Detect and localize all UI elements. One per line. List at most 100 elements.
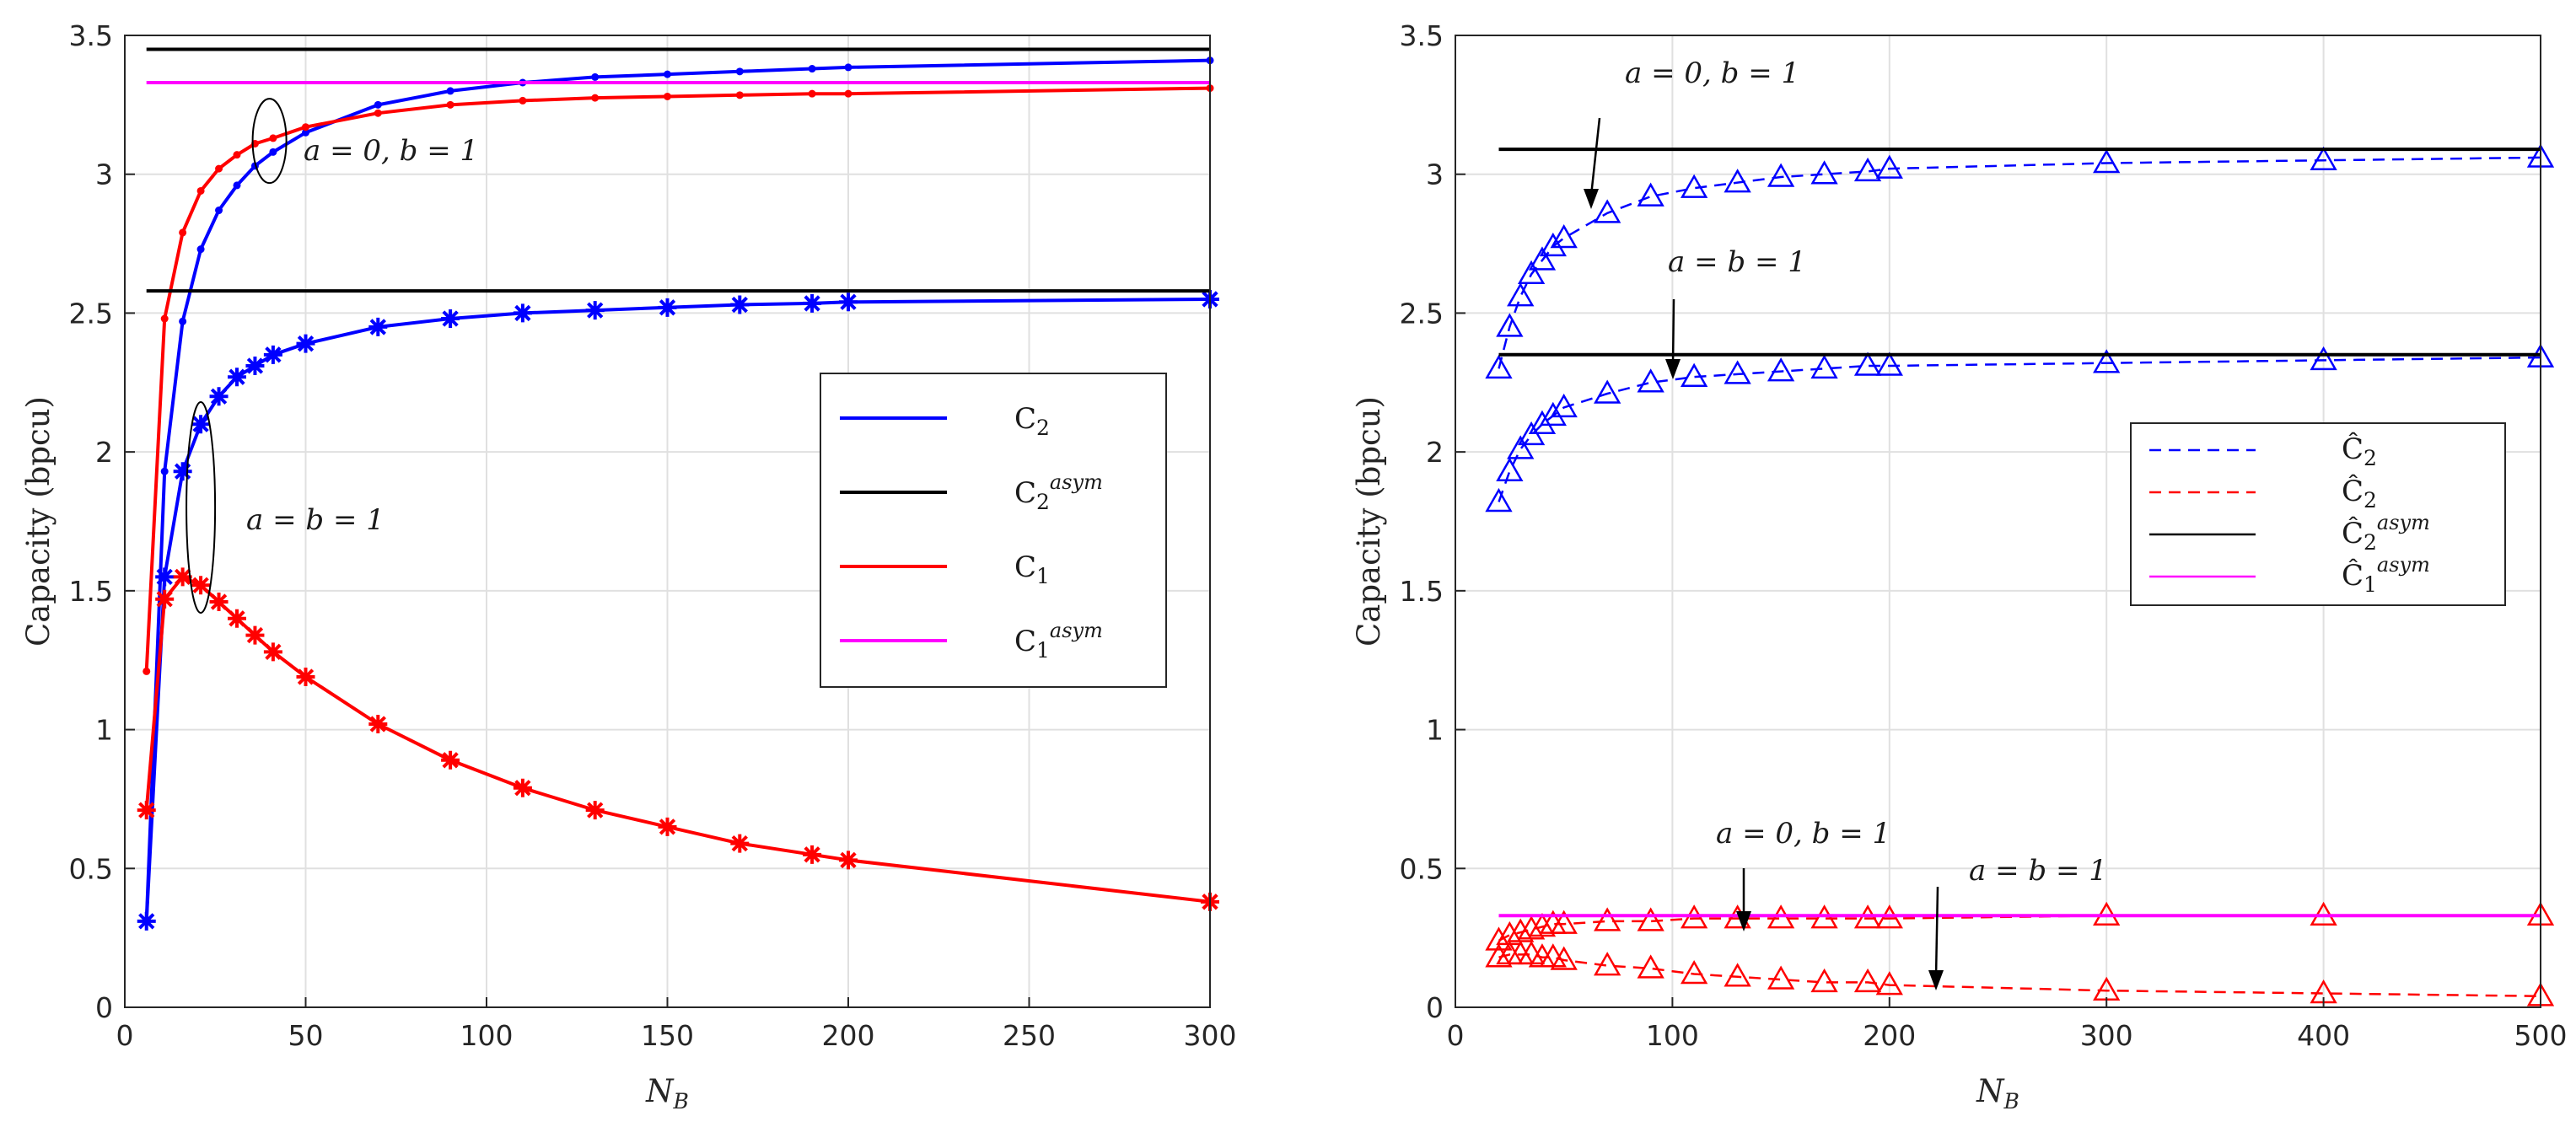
data-point: [664, 70, 671, 78]
annotation-arrowhead: [1665, 359, 1681, 379]
data-point: [215, 164, 223, 173]
y-axis-label: Capacity (bpcu): [1351, 396, 1387, 647]
legend-entry-2: C2asym: [840, 470, 1103, 514]
x-tick-label: 100: [1646, 1019, 1699, 1052]
data-point: [1637, 954, 1664, 979]
legend-entry-1: C2: [840, 402, 1050, 440]
data-point: [839, 851, 858, 870]
data-point: [227, 609, 246, 628]
data-point: [1853, 352, 1882, 376]
data-point: [1528, 912, 1557, 937]
data-point: [368, 317, 388, 336]
data-point: [1528, 246, 1557, 271]
annotation-ellipse: [251, 98, 288, 185]
y-axis-label: Capacity (bpcu): [20, 396, 56, 647]
data-point: [730, 834, 750, 853]
data-point: [735, 67, 744, 76]
data-point: [585, 301, 605, 320]
data-point: [302, 123, 309, 131]
annotation-arrow: [1589, 117, 1601, 196]
data-point: [591, 72, 600, 81]
data-point: [2093, 149, 2121, 174]
x-tick-label: 250: [1003, 1019, 1056, 1052]
data-point: [1680, 174, 1708, 198]
data-point: [1875, 971, 1903, 996]
legend-label-part-1: 2: [2364, 488, 2377, 513]
chart-panel-1: 0 50 100 150 200 250 300 0 0.5 1 1.5 2 2.5 3 3.5 NB Capa…: [20, 19, 1237, 1114]
legend-label-part-1: 2: [1036, 416, 1050, 440]
legend-label-part-0: Ĉ: [2342, 516, 2364, 550]
data-point: [1724, 963, 1751, 987]
data-point: [730, 295, 750, 314]
data-point: [1550, 910, 1578, 934]
y-tick-label: 3: [1426, 158, 1444, 191]
data-point: [374, 100, 382, 109]
x-axis-label-part-0: N: [1976, 1073, 2005, 1109]
data-point: [1594, 379, 1621, 404]
data-point: [513, 778, 532, 797]
legend-entry-3: C1: [840, 550, 1050, 588]
annotation-a0b1-top: a = 0, b = 1: [1625, 56, 1799, 90]
data-point: [441, 750, 460, 770]
legend-entry-4: Ĉ1asym: [2149, 553, 2430, 597]
legend-box: [820, 373, 1167, 688]
data-point: [803, 845, 822, 864]
annotation-arrow: [1934, 886, 1939, 978]
data-point: [585, 801, 605, 820]
x-axis-label: NB: [1976, 1073, 2019, 1114]
legend-entry-2: Ĉ2: [2149, 474, 2377, 513]
x-axis-label-part-1: B: [673, 1089, 689, 1114]
data-point: [227, 368, 246, 387]
legend-label-part-2: asym: [2377, 511, 2430, 534]
y-tick-label: 2: [1426, 436, 1444, 469]
data-point: [2310, 146, 2337, 170]
legend-label-part-0: C: [1014, 476, 1036, 510]
legend-label-part-0: Ĉ: [2342, 474, 2364, 508]
data-point: [446, 100, 454, 109]
legend-label-part-0: Ĉ: [2342, 558, 2364, 593]
data-point: [209, 387, 229, 406]
data-point: [137, 911, 156, 931]
data-point: [658, 298, 677, 317]
legend-label: Ĉ2: [2342, 432, 2377, 470]
data-point: [245, 357, 265, 376]
data-point: [155, 589, 175, 609]
annotation-arrowhead: [1736, 911, 1751, 931]
x-tick-label: 0: [116, 1019, 134, 1052]
data-point: [179, 317, 187, 325]
legend-label-part-0: Ĉ: [2342, 432, 2364, 466]
data-point: [233, 151, 241, 159]
data-point: [1767, 965, 1795, 990]
data-point: [2310, 346, 2337, 371]
data-point: [1853, 157, 1882, 182]
legend-label: C2asym: [1014, 470, 1103, 514]
annotation-a0b1-top-part-0: a = 0, b = 1: [1625, 56, 1799, 90]
annotation-a0b1-part-0: a = 0, b = 1: [304, 134, 478, 168]
data-point: [1637, 907, 1664, 931]
data-point: [209, 593, 229, 612]
annotation-a0b1-bottom: a = 0, b = 1: [1716, 817, 1890, 851]
chart-panel-2: 0 100 200 300 400 500 0 0.5 1 1.5 2 2.5 3 3.5 NB Capaci…: [1351, 19, 2568, 1114]
annotation-ellipse: [186, 401, 217, 614]
y-tick-label: 0: [95, 991, 113, 1024]
annotation-arrowhead: [1584, 189, 1599, 209]
data-point: [155, 567, 175, 587]
data-point: [844, 63, 852, 72]
data-point: [839, 292, 858, 312]
data-point: [664, 92, 671, 100]
data-point: [844, 89, 852, 98]
annotation-a0b1-bottom-part-0: a = 0, b = 1: [1716, 817, 1890, 851]
x-tick-label: 200: [822, 1019, 875, 1052]
data-point: [1517, 260, 1546, 285]
data-point: [1496, 313, 1524, 337]
legend-label-part-1: 2: [2364, 446, 2377, 470]
data-point: [1485, 487, 1513, 513]
data-point: [269, 148, 277, 156]
legend-label-part-1: 1: [1036, 564, 1050, 588]
data-point: [137, 801, 156, 820]
data-point: [446, 87, 454, 95]
legend-box: [2130, 422, 2506, 606]
x-tick-label: 50: [288, 1019, 324, 1052]
data-point: [263, 642, 282, 662]
